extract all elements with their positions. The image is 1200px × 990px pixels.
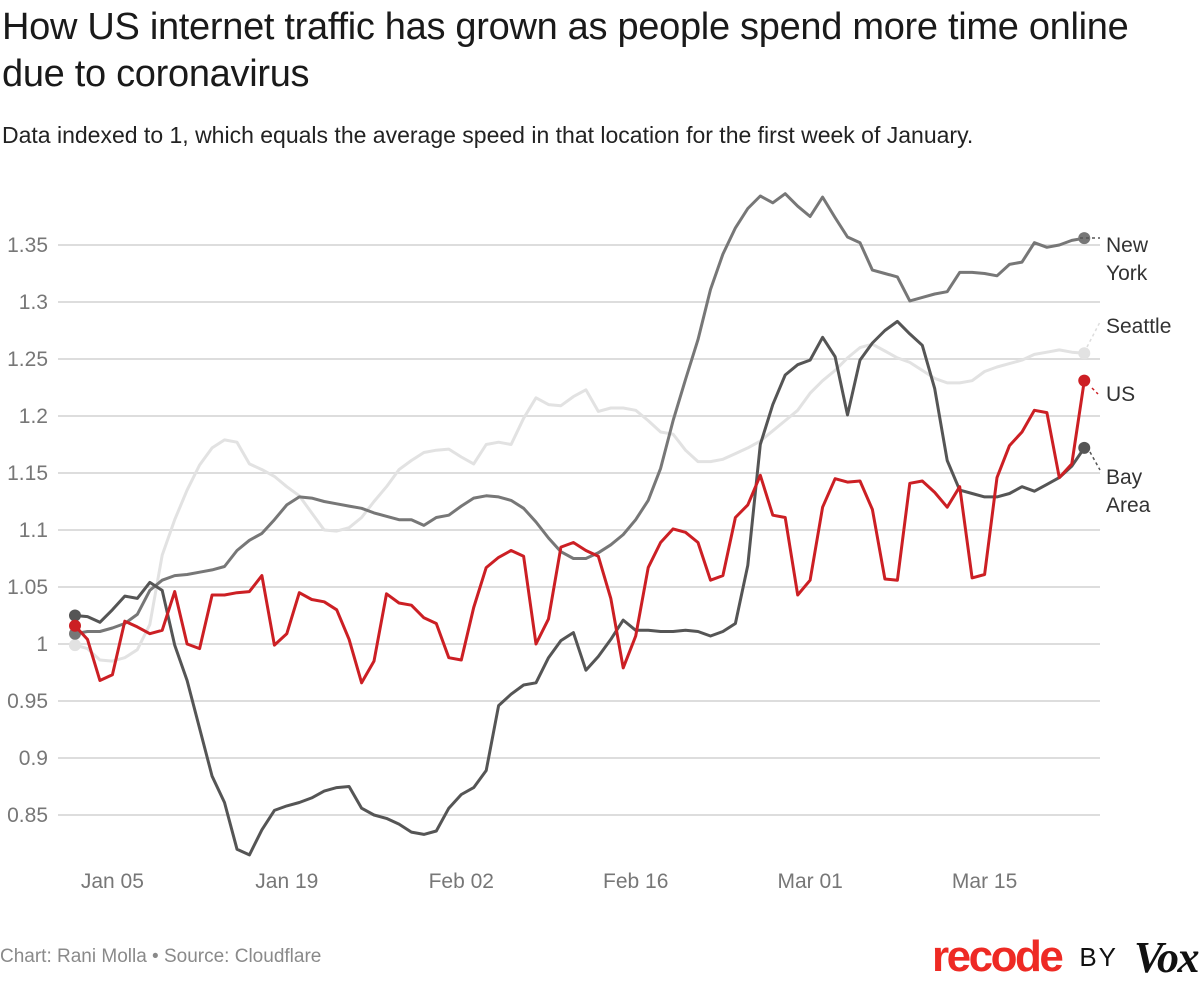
y-tick-label: 0.95 xyxy=(7,690,48,713)
y-tick-label: 1.3 xyxy=(19,291,48,314)
y-tick-label: 1.1 xyxy=(19,519,48,542)
end-point-seattle xyxy=(1078,347,1091,360)
x-tick-label: Feb 16 xyxy=(603,870,668,893)
vox-wordmark: Vox xyxy=(1134,932,1199,982)
x-tick-label: Mar 15 xyxy=(952,870,1017,893)
label-leader-seattle xyxy=(1086,321,1101,348)
series-label-new-york: York xyxy=(1106,262,1148,285)
x-tick-label: Jan 05 xyxy=(81,870,144,893)
y-tick-label: 1.2 xyxy=(19,405,48,428)
series-lines xyxy=(69,192,1091,857)
series-line-new-york xyxy=(73,192,1086,636)
chart-subtitle: Data indexed to 1, which equals the aver… xyxy=(2,122,974,148)
label-leader-bay-area xyxy=(1089,451,1101,471)
start-point-us xyxy=(69,619,81,632)
y-tick-label: 0.9 xyxy=(19,747,48,770)
series-labels: Seattle New York Bay Area US xyxy=(1080,234,1171,517)
series-line-us xyxy=(73,379,1086,685)
series-label-us: US xyxy=(1106,383,1135,406)
series-label-new-york: New xyxy=(1106,234,1149,257)
start-point-bay-area xyxy=(69,609,81,622)
series-label-bay-area: Bay xyxy=(1106,466,1143,489)
end-point-new-york xyxy=(1078,232,1091,245)
x-tick-label: Feb 02 xyxy=(429,870,494,893)
series-line-seattle xyxy=(73,342,1086,663)
source-credit: Chart: Rani Molla • Source: Cloudflare xyxy=(0,946,322,967)
brand-logo: recode BY Vox xyxy=(932,932,1199,982)
series-line-bay-area xyxy=(73,319,1086,857)
end-point-bay-area xyxy=(1078,441,1091,454)
x-tick-label: Jan 19 xyxy=(255,870,318,893)
x-axis-ticks: Jan 05 Jan 19 Feb 02 Feb 16 Mar 01 Mar 15 xyxy=(81,870,1017,893)
chart-title: How US internet traffic has grown as peo… xyxy=(2,6,1129,95)
brand-by-text: BY xyxy=(1079,941,1119,972)
series-label-bay-area: Area xyxy=(1106,494,1151,517)
series-label-seattle: Seattle xyxy=(1106,315,1171,338)
y-tick-label: 1.15 xyxy=(7,462,48,485)
x-tick-label: Mar 01 xyxy=(777,870,842,893)
y-tick-label: 1.35 xyxy=(7,234,48,257)
label-leader-us xyxy=(1091,387,1099,395)
y-tick-label: 1 xyxy=(36,633,48,656)
y-tick-label: 1.25 xyxy=(7,348,48,371)
y-tick-label: 1.05 xyxy=(7,576,48,599)
gridlines xyxy=(58,244,1100,816)
y-axis-ticks: 0.85 0.9 0.95 1 1.05 1.1 1.15 1.2 1.25 1.3 1.35 xyxy=(7,234,48,827)
y-tick-label: 0.85 xyxy=(7,804,48,827)
start-point-seattle xyxy=(69,639,81,652)
end-point-us xyxy=(1078,374,1091,387)
recode-wordmark: recode xyxy=(932,932,1064,981)
